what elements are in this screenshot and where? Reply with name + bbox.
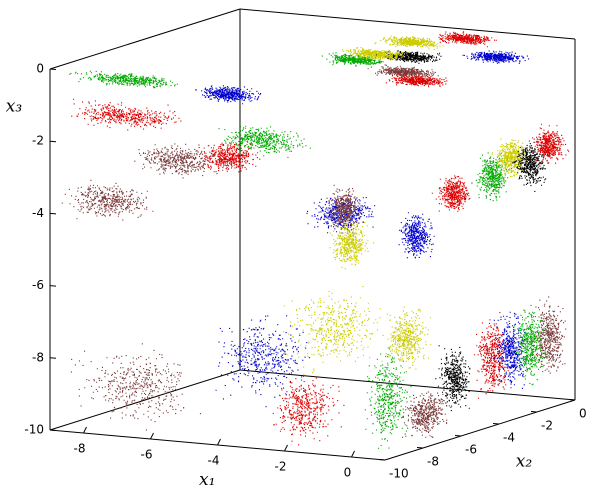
point-cluster: [435, 345, 471, 412]
point-cluster: [134, 143, 224, 179]
z-tick-label: -6: [32, 278, 44, 292]
point-cluster: [342, 47, 410, 61]
point-cluster: [475, 152, 512, 202]
x-tick-label: -2: [275, 460, 287, 474]
x-tick-label: 0: [344, 466, 352, 480]
z-tick-label: 0: [36, 62, 44, 76]
y-tick: [568, 399, 576, 401]
point-cluster: [493, 311, 528, 389]
z-tick: [49, 68, 57, 70]
y-tick-label: -4: [503, 431, 515, 445]
axis-frame: [239, 369, 576, 401]
x-tick: [83, 426, 87, 434]
x-tick-label: -6: [141, 448, 153, 462]
axis-frame: [49, 8, 241, 70]
point-cluster: [306, 195, 376, 234]
point-cluster: [323, 184, 362, 234]
y-tick: [416, 447, 424, 449]
z-tick-label: -8: [32, 350, 44, 364]
point-cluster: [513, 304, 550, 386]
point-cluster: [218, 125, 311, 158]
x-axis-label: x₁: [199, 470, 215, 490]
point-cluster: [533, 296, 567, 374]
x-tick: [284, 444, 288, 452]
x-tick-label: -4: [208, 454, 220, 468]
point-cluster: [364, 347, 412, 449]
y-tick: [492, 423, 500, 425]
y-tick-label: -10: [389, 467, 409, 481]
z-axis-label: x₃: [6, 97, 23, 117]
point-cluster: [376, 306, 432, 370]
point-cluster: [70, 343, 202, 431]
y-tick-label: -6: [465, 443, 477, 457]
point-cluster: [71, 98, 182, 131]
z-tick: [49, 212, 57, 215]
point-cluster: [398, 212, 435, 259]
y-tick: [378, 459, 386, 461]
z-tick: [49, 429, 57, 431]
point-cluster: [329, 217, 375, 270]
axis-frame: [49, 369, 241, 431]
y-tick-label: -2: [541, 419, 553, 433]
point-cluster: [61, 179, 154, 221]
point-cluster: [215, 315, 310, 408]
axis-frame: [239, 8, 576, 40]
point-cluster: [321, 52, 388, 68]
point-cluster: [528, 123, 570, 165]
point-cluster: [491, 138, 530, 178]
point-cluster: [438, 31, 497, 48]
y-tick: [454, 435, 462, 437]
point-cluster: [375, 50, 442, 64]
point-cluster: [195, 85, 262, 105]
axis-frame: [384, 399, 576, 461]
z-tick-label: -2: [32, 134, 44, 148]
y-tick: [530, 411, 538, 413]
z-tick-label: -4: [32, 206, 44, 220]
x-tick: [150, 432, 154, 440]
point-cluster: [367, 64, 439, 80]
z-tick: [49, 285, 57, 287]
y-tick-label: 0: [579, 407, 587, 421]
point-cluster: [69, 70, 178, 89]
x-tick: [351, 450, 355, 458]
y-tick-label: -8: [427, 455, 439, 469]
point-cluster: [462, 50, 530, 64]
x-tick-label: -8: [74, 442, 86, 456]
x-tick: [217, 438, 221, 446]
point-cluster: [374, 35, 444, 50]
z-tick-label: -10: [24, 423, 44, 437]
y-axis-label: x₂: [516, 452, 533, 472]
point-cluster: [283, 286, 384, 376]
point-cluster: [272, 376, 345, 446]
z-tick: [49, 140, 57, 143]
point-cluster: [402, 386, 453, 438]
point-cluster: [196, 142, 261, 175]
point-cluster: [385, 73, 448, 88]
z-tick: [49, 357, 57, 359]
point-cluster: [431, 175, 473, 212]
point-cluster: [512, 138, 549, 192]
